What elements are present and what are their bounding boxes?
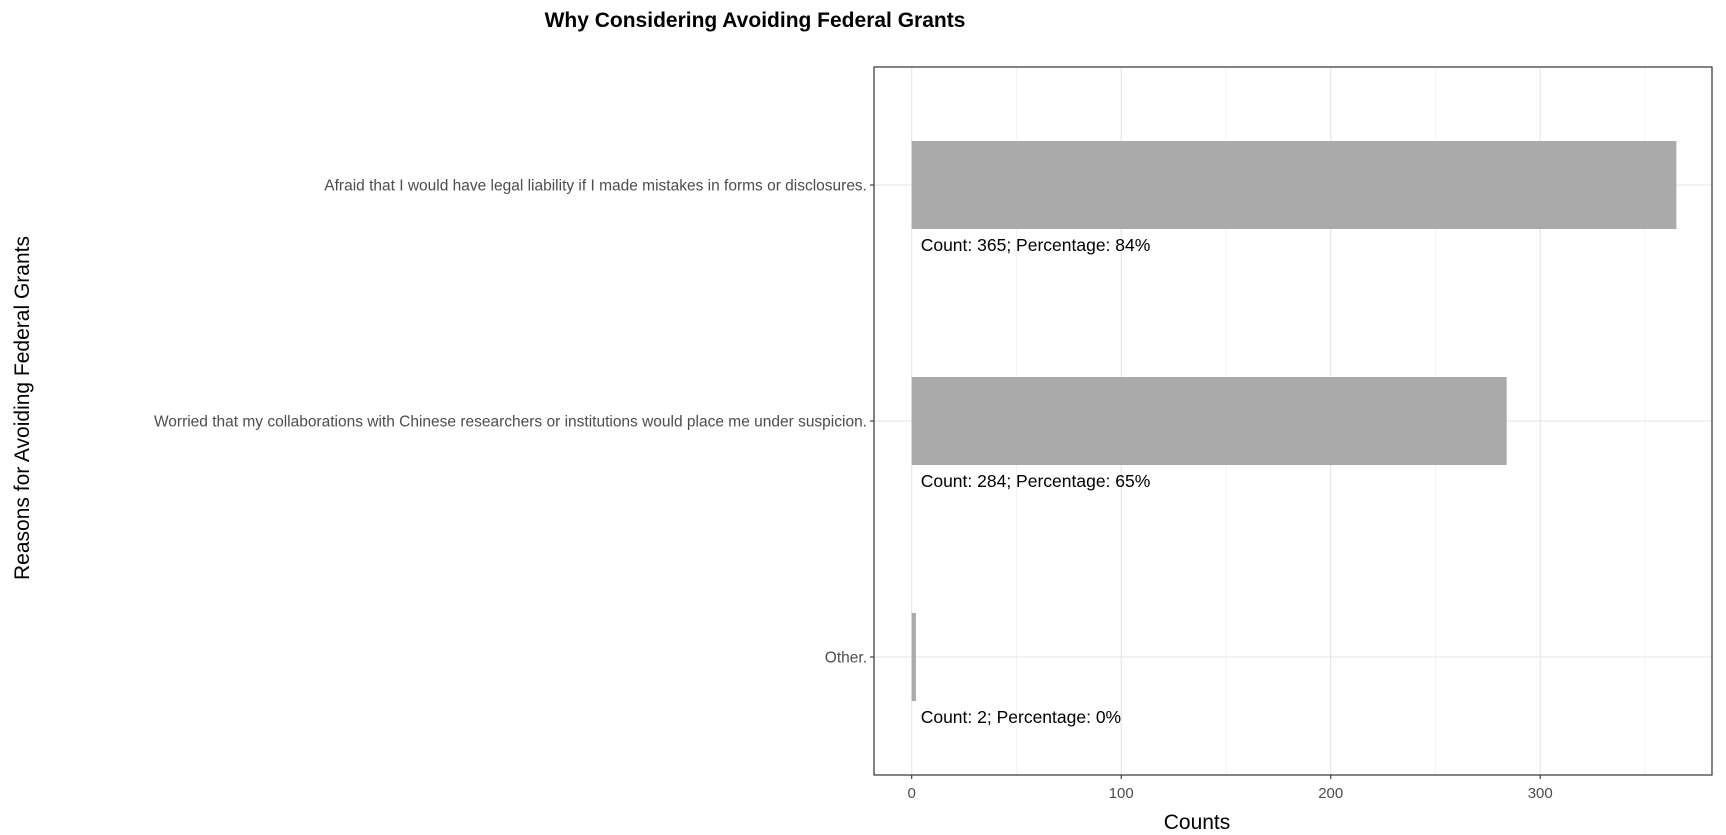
data-label: Count: 365; Percentage: 84% [921, 235, 1151, 255]
x-tick-label: 0 [908, 785, 916, 802]
category-labels: Afraid that I would have legal liability… [154, 178, 874, 667]
y-axis-title: Reasons for Avoiding Federal Grants [11, 236, 34, 580]
category-label: Other. [825, 650, 867, 667]
data-labels: Count: 365; Percentage: 84% Count: 284; P… [921, 235, 1151, 727]
bar [911, 141, 1677, 229]
x-axis-title: Counts [1164, 811, 1231, 834]
data-label: Count: 284; Percentage: 65% [921, 471, 1151, 491]
category-label: Worried that my collaborations with Chin… [154, 414, 867, 431]
bar [911, 613, 916, 701]
x-ticks: 0 100 200 300 [908, 775, 1553, 802]
x-tick-label: 300 [1528, 785, 1553, 802]
bar [911, 377, 1507, 465]
x-tick-label: 100 [1109, 785, 1134, 802]
data-label: Count: 2; Percentage: 0% [921, 707, 1121, 727]
chart-title: Why Considering Avoiding Federal Grants [545, 9, 966, 32]
bars [911, 141, 1677, 701]
category-label: Afraid that I would have legal liability… [324, 178, 867, 195]
x-tick-label: 200 [1318, 785, 1343, 802]
